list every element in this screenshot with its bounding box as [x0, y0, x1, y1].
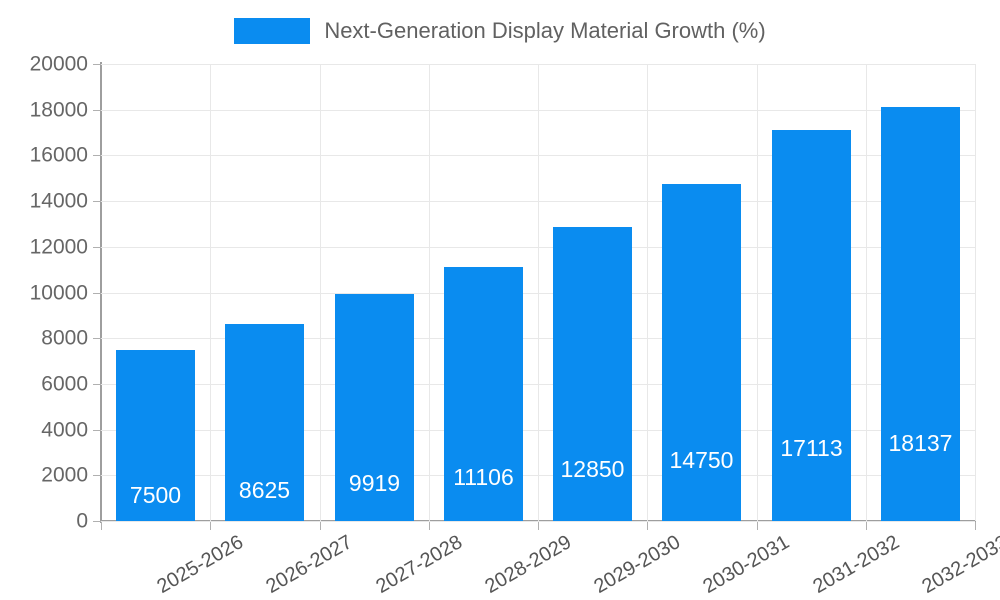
y-axis-tick-label: 6000: [41, 372, 88, 396]
y-axis-tick-label: 12000: [29, 235, 88, 259]
y-axis-tick-mark: [93, 383, 101, 385]
x-gridline: [757, 64, 758, 521]
x-gridline: [975, 64, 976, 521]
y-axis-tick-label: 8000: [41, 326, 88, 350]
bar[interactable]: [335, 294, 414, 521]
y-axis-tick-label: 18000: [29, 98, 88, 122]
x-axis-tick-label: 2031-2032: [809, 531, 904, 599]
bar[interactable]: [116, 350, 195, 521]
bar-value-label: 12850: [560, 456, 625, 482]
bar[interactable]: [881, 107, 960, 521]
x-axis-tick-mark: [210, 522, 211, 530]
y-axis-tick-label: 20000: [29, 52, 88, 76]
x-axis-tick-label: 2028-2029: [481, 531, 576, 599]
y-axis-tick-mark: [93, 109, 101, 111]
y-axis-tick-label: 16000: [29, 143, 88, 167]
x-gridline: [866, 64, 867, 521]
y-axis-tick-mark: [93, 155, 101, 157]
y-axis-tick-label: 2000: [41, 463, 88, 487]
bar[interactable]: [553, 227, 632, 521]
x-axis-tick-mark: [975, 522, 976, 530]
x-axis-tick-mark: [647, 522, 648, 530]
y-axis-tick-mark: [93, 521, 101, 522]
bar-value-label: 11106: [453, 464, 514, 490]
bar-value-label: 17113: [780, 435, 843, 461]
bar-value-label: 8625: [238, 477, 291, 503]
y-axis-tick-mark: [93, 292, 101, 294]
legend-item-label[interactable]: Next-Generation Display Material Growth …: [324, 18, 766, 43]
x-axis-tick-label: 2027-2028: [372, 531, 467, 599]
y-axis-tick-mark: [93, 429, 101, 431]
y-axis-tick-mark: [93, 338, 101, 340]
x-gridline: [320, 64, 321, 521]
x-axis-tick-label: 2029-2030: [590, 531, 685, 599]
x-axis-tick-mark: [866, 522, 867, 530]
x-axis-tick-mark: [757, 522, 758, 530]
y-axis-tick-mark: [93, 475, 101, 477]
bar[interactable]: [444, 267, 523, 521]
y-axis-tick-label: 0: [76, 509, 88, 533]
y-axis-tick-label: 4000: [41, 418, 88, 442]
y-axis-tick-mark: [93, 246, 101, 248]
bar[interactable]: [225, 324, 304, 521]
x-gridline: [538, 64, 539, 521]
bar-value-label: 7500: [129, 482, 182, 508]
x-axis-tick-label: 2026-2027: [262, 531, 357, 599]
x-axis-tick-label: 2032-2033: [918, 531, 1000, 599]
x-gridline: [647, 64, 648, 521]
y-axis-tick-mark: [93, 64, 101, 65]
x-axis-tick-mark: [538, 522, 539, 530]
x-axis-tick-label: 2025-2026: [153, 531, 248, 599]
bar-value-label: 18137: [888, 430, 953, 456]
y-axis-tick-label: 14000: [29, 189, 88, 213]
bar-value-label: 9919: [348, 470, 401, 496]
x-axis-tick-mark: [320, 522, 321, 530]
x-gridline: [429, 64, 430, 521]
x-axis-tick-mark: [101, 522, 102, 530]
chart-legend: Next-Generation Display Material Growth …: [0, 14, 1000, 48]
x-axis-tick-label: 2030-2031: [699, 531, 794, 599]
legend-color-swatch: [234, 18, 311, 44]
bar[interactable]: [662, 184, 741, 521]
y-axis-tick-mark: [93, 201, 101, 203]
y-axis-labels: 0 2000 4000 6000 8000 10000 12000 14000 16000 180…: [0, 0, 88, 600]
x-axis-tick-mark: [429, 522, 430, 530]
x-gridline: [210, 64, 211, 521]
y-gridline: [101, 521, 975, 522]
bar[interactable]: [772, 130, 851, 521]
y-axis-tick-label: 10000: [29, 281, 88, 304]
bar-value-label: 14750: [669, 447, 734, 473]
plot-area: 7500 8625 9919 11106 12850 14750 17113 18137: [101, 64, 976, 522]
